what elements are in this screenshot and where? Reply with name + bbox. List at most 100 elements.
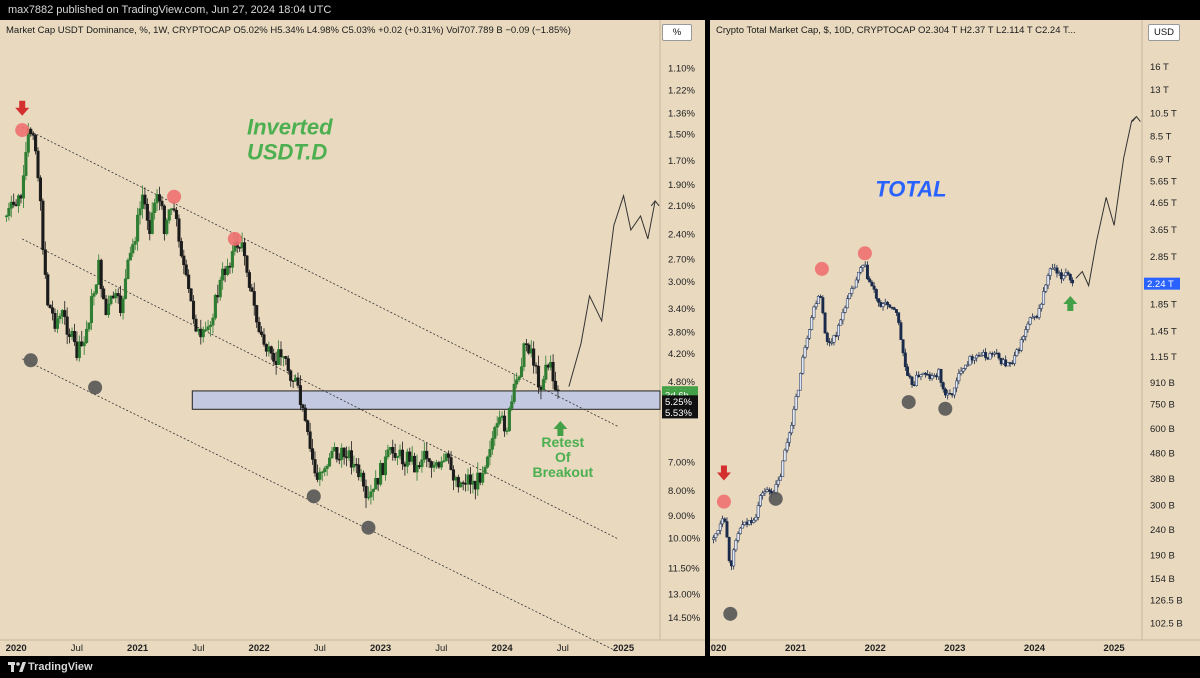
total-y-tick-label: 300 B [1150,500,1175,511]
usdt-candle-body [289,370,293,381]
usdt-price-label: 5.53% [665,408,692,419]
footer-bar: TradingView [0,656,1200,678]
usdt-candle-body [362,472,366,487]
usdt-axis-unit-button[interactable]: % [662,24,692,41]
usdt-candle-body [184,264,188,276]
usdt-candle-body [41,200,45,250]
total-market-cap-pane[interactable]: 16 T 13 T 10.5 T 8.5 T 6.9 T 5.65 T 4.65 T 3.65… [710,20,1200,656]
usdt-candle-body [371,489,375,492]
usdt-x-tick-label: 2023 [370,643,391,654]
usdt-candle-body [128,252,132,261]
usdt-candle-body [507,408,511,431]
total-candle-body [870,281,874,287]
usdt-candle-body [517,376,521,381]
usdt-candle-body [308,431,312,449]
usdt-y-tick-label: 2.10% [668,201,695,212]
usdt-candle-body [177,218,181,242]
total-candle-body [886,301,889,306]
total-market-cap-chart[interactable]: 16 T 13 T 10.5 T 8.5 T 6.9 T 5.65 T 4.65 T 3.65… [710,20,1200,656]
usdt-candle-body [138,208,142,216]
total-candle-body [888,304,892,308]
usdt-candle-body [551,362,555,382]
total-candle-body [923,372,927,375]
total-candle-body [845,298,849,309]
usdt-y-tick-label: 1.22% [668,85,695,96]
total-candle-body [832,335,836,343]
usdt-candle-body [206,326,210,330]
total-candle-body [763,491,767,494]
usdt-candle-body [51,307,55,314]
total-candle-body [727,536,731,561]
usdt-peak-marker [227,231,242,246]
usdt-candle-body [167,209,171,221]
usdt-candle-body [242,242,247,257]
usdt-candle-body [46,274,50,306]
total-y-tick-label: 5.65 T [1150,177,1177,188]
total-axis-unit-button[interactable]: USD [1148,24,1180,41]
total-candle-body [1042,291,1046,305]
total-candle-body [1015,349,1019,356]
usdt-candle-body [36,150,40,179]
total-candle-body [1026,323,1030,330]
usdt-candle-body [208,324,213,327]
usdt-dominance-pane[interactable]: 1.10% 1.22% 1.36% 1.50% 1.70% 1.90% 2.10% 2.40%… [0,20,705,656]
usdt-candle-body [430,461,434,468]
usdt-candle-body [31,133,35,136]
usdt-candle-body [284,356,288,359]
usdt-price-label-bg [662,395,698,408]
total-candle-body [734,540,738,551]
total-candle-body [1044,284,1048,292]
total-candle-body [801,356,805,374]
total-candle-body [941,382,945,390]
usdt-annotation-text: Retest [541,434,584,450]
usdt-candle-body [386,449,390,458]
total-candle-body [861,264,865,268]
usdt-x-tick-label: Jul [314,643,326,654]
total-candle-body [1046,275,1050,286]
usdt-candle-body [495,423,499,428]
total-candle-body [968,356,972,366]
usdt-candle-body [296,377,300,386]
usdt-candle-body [63,310,67,318]
usdt-y-tick-label: 3.80% [668,327,695,338]
total-candle-body [859,267,863,273]
usdt-candle-body [189,288,193,302]
usdt-y-tick-label: 3.40% [668,304,695,315]
usdt-dominance-chart[interactable]: 1.10% 1.22% 1.36% 1.50% 1.70% 1.90% 2.10% 2.40%… [0,20,705,656]
total-candle-body [718,523,722,531]
usdt-candle-body [89,296,94,323]
total-candle-body [964,364,967,369]
total-y-tick-label: 4.65 T [1150,198,1177,209]
usdt-candle-body [38,177,42,202]
total-candle-body [959,370,963,374]
total-candle-body [1062,275,1066,280]
total-candle-body [814,303,818,308]
usdt-candle-body [131,244,135,254]
total-candle-body [910,376,914,385]
total-candle-body [988,353,992,360]
total-candle-body [767,489,771,492]
total-candle-body [841,312,845,321]
total-candle-body [850,288,854,294]
usdt-candle-body [303,407,307,421]
usdt-candle-body [247,272,251,288]
usdt-peak-marker [15,123,30,138]
total-y-tick-label: 10.5 T [1150,108,1177,119]
total-candle-body [796,389,800,397]
total-peak-marker [857,246,872,261]
total-candle-body [979,355,983,357]
total-candle-body [892,307,896,310]
total-y-tick-label: 190 B [1150,551,1175,562]
usdt-candle-body [481,473,485,483]
total-candle-body [843,307,847,313]
total-candle-body [799,373,802,391]
usdt-arrow-down-icon [15,100,30,116]
total-projection-line [1075,116,1137,288]
total-y-tick-label: 480 B [1150,448,1175,459]
total-candle-body [783,449,787,462]
total-candle-body [903,352,907,368]
usdt-candle-body [357,464,361,478]
usdt-candle-body [72,331,77,343]
usdt-candle-body [369,491,373,498]
total-candle-body [944,388,947,396]
